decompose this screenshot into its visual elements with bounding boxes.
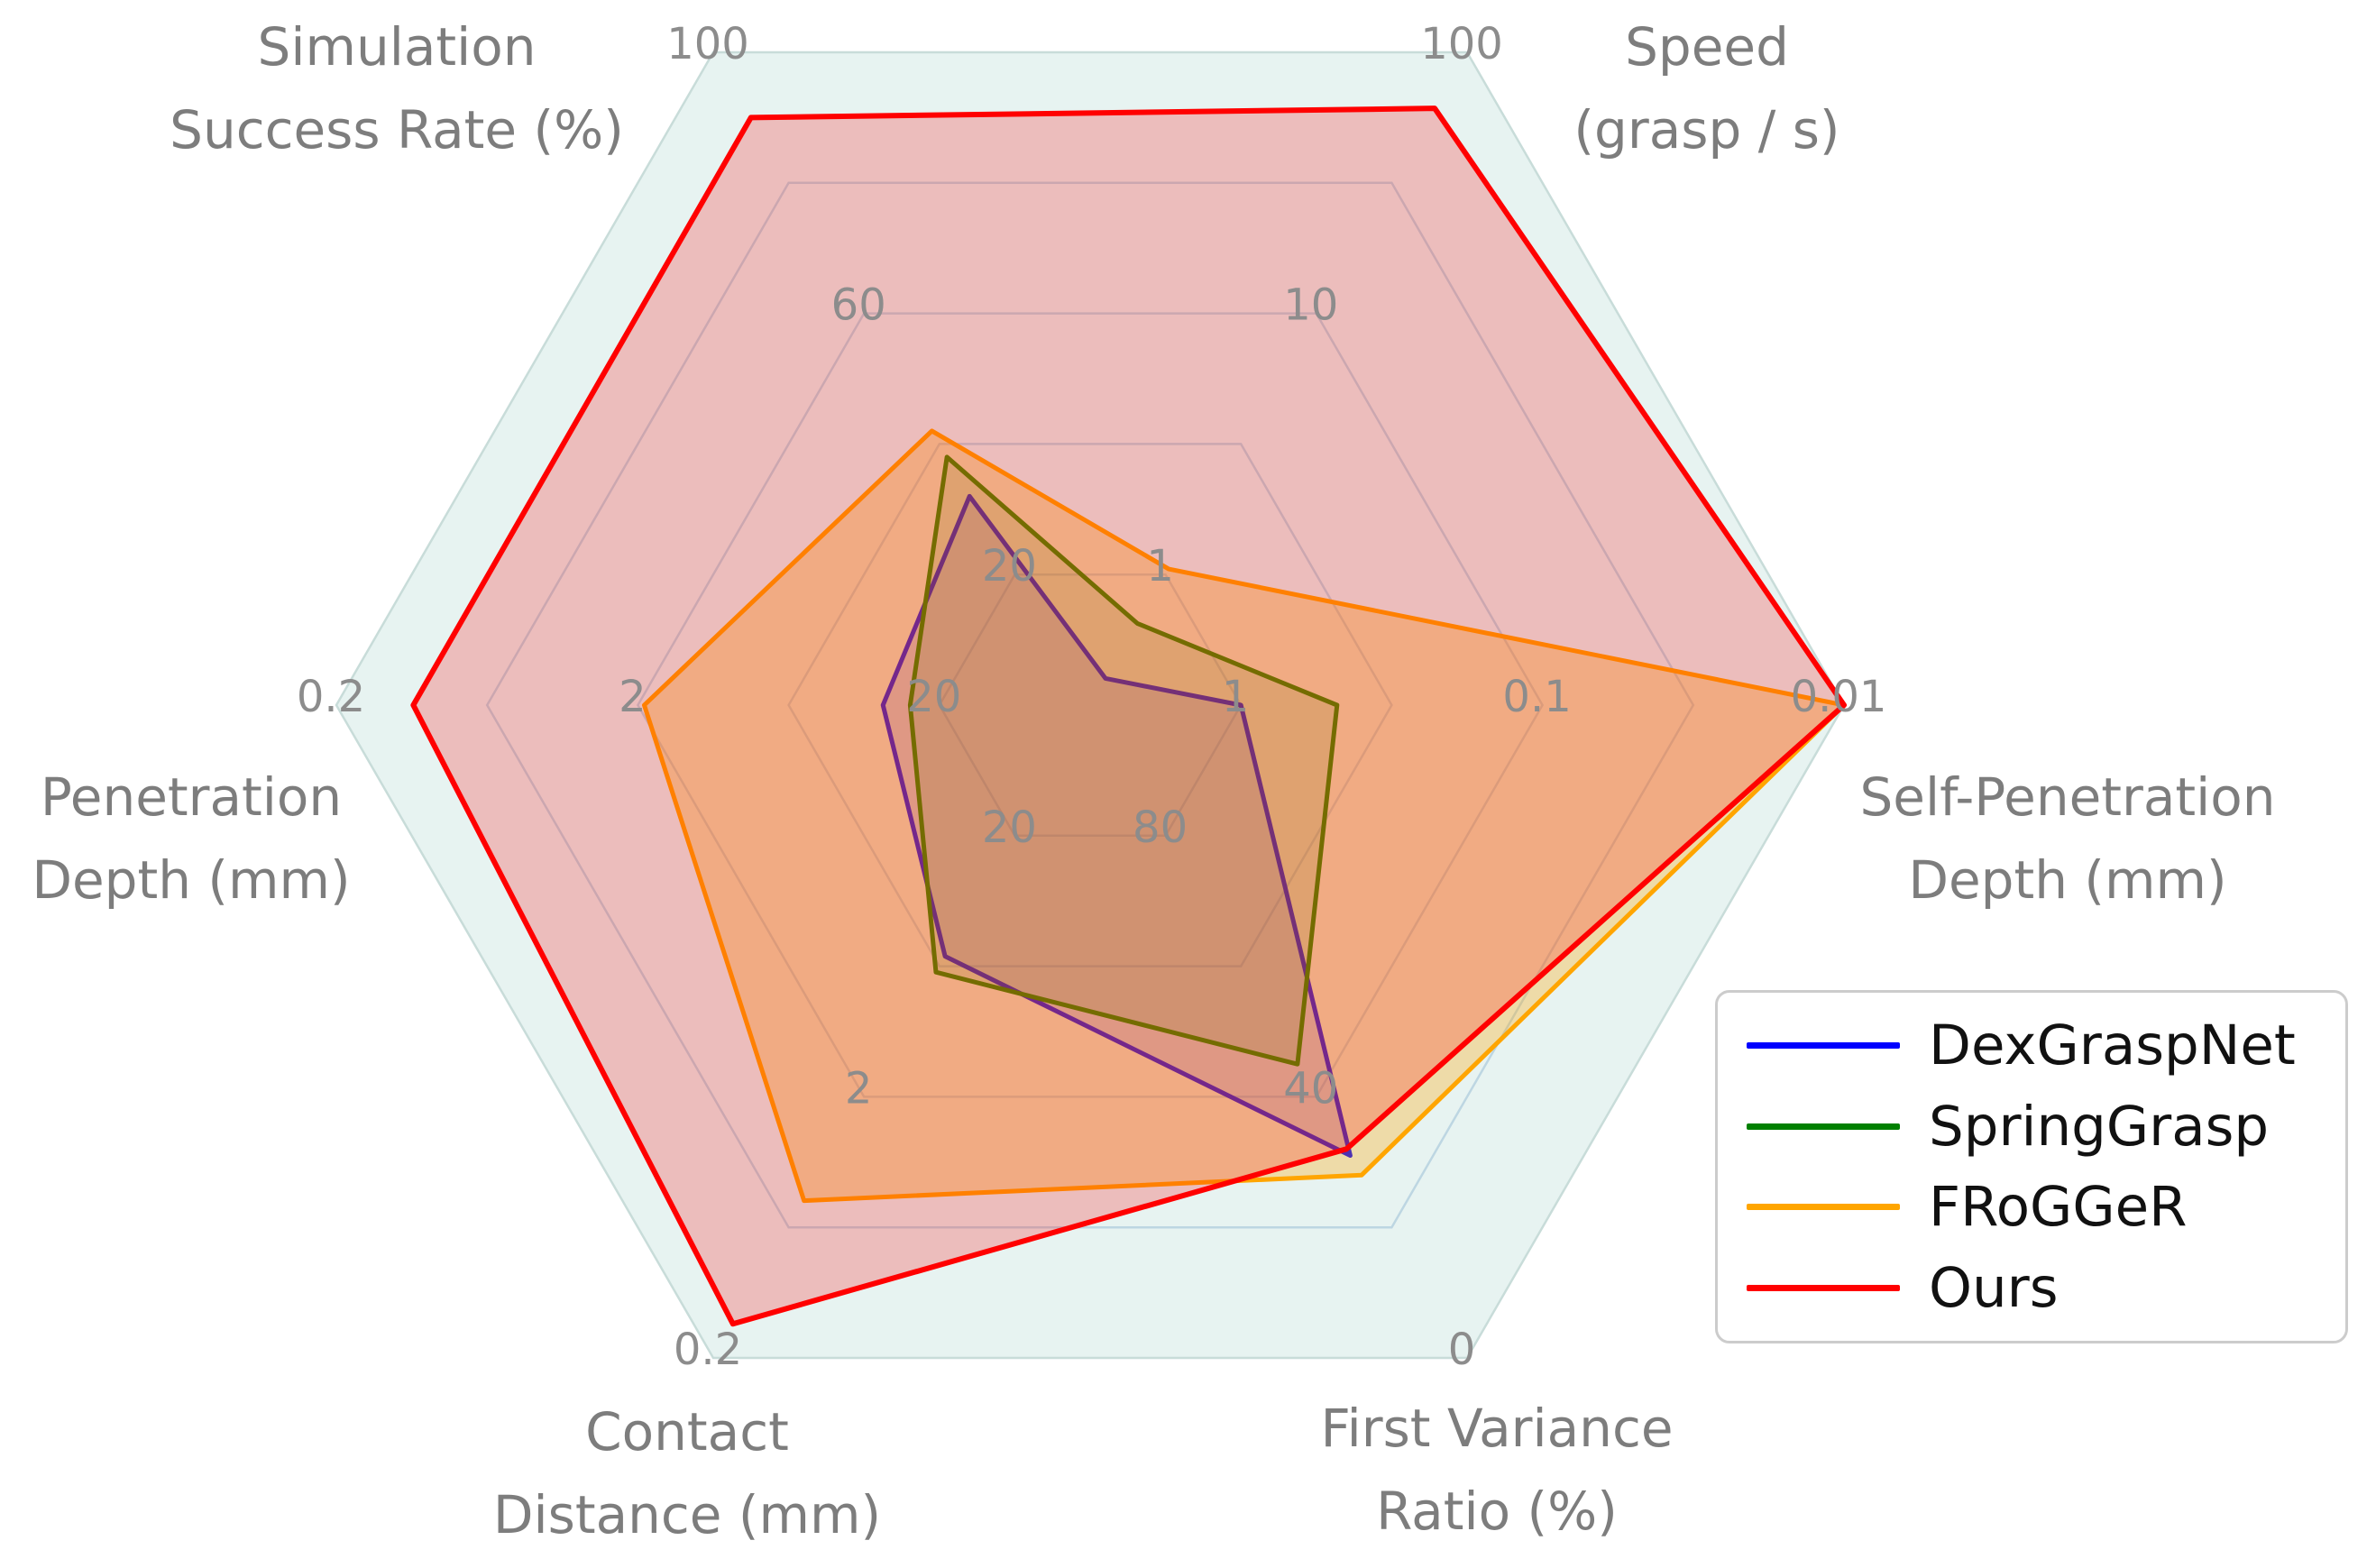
axis-tick-label: 0 [1448,1325,1476,1375]
legend-label: DexGraspNet [1929,1013,2296,1078]
series-line-dexgraspnet [880,493,1353,1159]
grid-ring [636,312,1545,1098]
legend-line-swatch [1747,1204,1900,1211]
axis-title: Success Rate (%) [170,99,624,160]
axis-tick-label: 40 [1283,1063,1338,1114]
axis-title: Penetration [41,766,342,828]
radar-background [335,50,1846,1360]
axis-title: Speed [1625,16,1789,78]
legend-item: Ours [1747,1256,2336,1320]
legend-line-swatch [1747,1284,1900,1291]
axis-tick-label: 0.01 [1791,672,1887,722]
axis-tick-label: 1 [1146,541,1174,591]
axis-tick-label: 10 [1283,280,1338,331]
axis-title: Ratio (%) [1376,1481,1618,1542]
series-fill-dexgraspnet [883,496,1351,1156]
axis-title: Self-Penetration [1859,766,2275,828]
axis-tick-label: 2 [619,672,647,722]
legend-item: DexGraspNet [1747,1013,2336,1077]
series-line-springgrasp [907,454,1340,1067]
axis-tick-label: 20 [982,802,1037,853]
axis-title: Depth (mm) [32,849,350,911]
legend-line-swatch [1747,1123,1900,1130]
series-fill-springgrasp [910,456,1337,1065]
grid-ring [938,573,1243,838]
axis-title: Depth (mm) [1908,849,2226,911]
series-line-frogger [641,428,1847,1204]
legend-line-swatch [1747,1042,1900,1050]
axis-tick-label: 20 [982,541,1037,591]
legend: DexGraspNet SpringGrasp FRoGGeR Ours [1715,990,2348,1343]
axis-tick-label: 0.2 [297,672,365,722]
series-line-ours [410,105,1847,1327]
axis-title: Contact [585,1401,789,1463]
axis-tick-label: 0.1 [1502,672,1571,722]
legend-label: FRoGGeR [1929,1175,2188,1240]
axis-tick-label: 1 [1222,672,1250,722]
axis-title: Distance (mm) [493,1484,881,1545]
series-fill-frogger [644,430,1844,1201]
axis-title: (grasp / s) [1573,99,1839,160]
axis-tick-label: 2 [845,1063,873,1114]
axis-tick-label: 60 [831,280,886,331]
grid-ring [485,181,1695,1229]
axis-title: Simulation [258,16,537,78]
legend-label: Ours [1929,1255,2059,1320]
series-fill-ours [413,108,1844,1325]
legend-item: FRoGGeR [1747,1175,2336,1239]
axis-tick-label: 100 [666,19,749,69]
grid-ring [787,443,1393,967]
axis-tick-label: 20 [906,672,961,722]
axis-tick-label: 0.2 [674,1325,742,1375]
legend-item: SpringGrasp [1747,1095,2336,1159]
axis-title: First Variance [1320,1398,1673,1459]
axis-tick-label: 80 [1133,802,1188,853]
legend-label: SpringGrasp [1929,1094,2270,1159]
axis-tick-label: 100 [1420,19,1503,69]
